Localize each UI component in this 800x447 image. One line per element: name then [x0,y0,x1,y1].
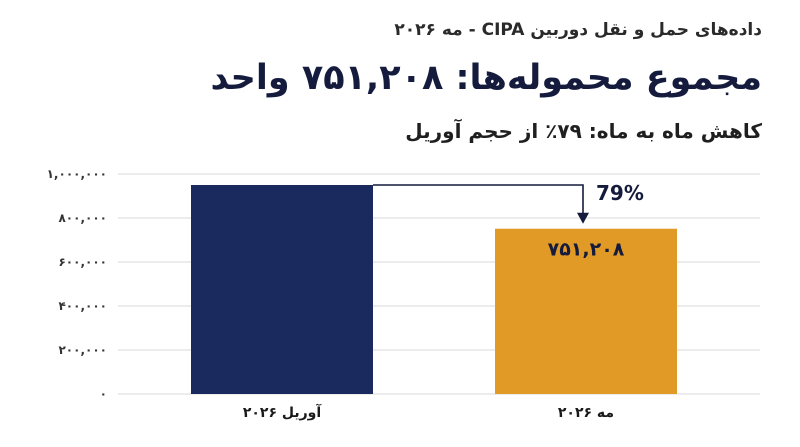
y-tick-label: ۴۰۰,۰۰۰ [58,299,107,313]
y-tick-label: ۲۰۰,۰۰۰ [58,343,107,357]
annotation: 79% [373,181,644,224]
change-percent-label: 79% [596,181,644,205]
y-tick-label: ۸۰۰,۰۰۰ [58,211,107,225]
y-tick-label: ۰ [100,387,107,401]
arrow-head-icon [577,212,589,224]
x-tick-label: آوریل ۲۰۲۶ [243,403,323,421]
data-labels: ۷۵۱,۲۰۸ [548,239,625,261]
y-tick-label: ۱,۰۰۰,۰۰۰ [47,167,107,181]
x-tick-label: مه ۲۰۲۶ [558,405,614,421]
x-axis-ticks: آوریل ۲۰۲۶ مه ۲۰۲۶ [243,403,614,421]
drop-connector [373,184,584,214]
y-tick-label: ۶۰۰,۰۰۰ [58,255,107,269]
chart-title: مجموع محموله‌ها: ۷۵۱,۲۰۸ واحد [210,58,762,98]
y-axis-ticks: ۰ ۲۰۰,۰۰۰ ۴۰۰,۰۰۰ ۶۰۰,۰۰۰ ۸۰۰,۰۰۰ ۱,۰۰۰,۰۰۰ [47,167,107,401]
data-label: ۷۵۱,۲۰۸ [548,239,625,261]
bar [191,185,373,394]
chart-eyebrow: داده‌های حمل و نقل دوربین CIPA - مه ۲۰۲۶ [394,20,762,40]
bar [495,228,677,394]
bars [191,185,677,394]
chart-subtitle: کاهش ماه به ماه: ۷۹٪ از حجم آوریل [405,119,762,143]
